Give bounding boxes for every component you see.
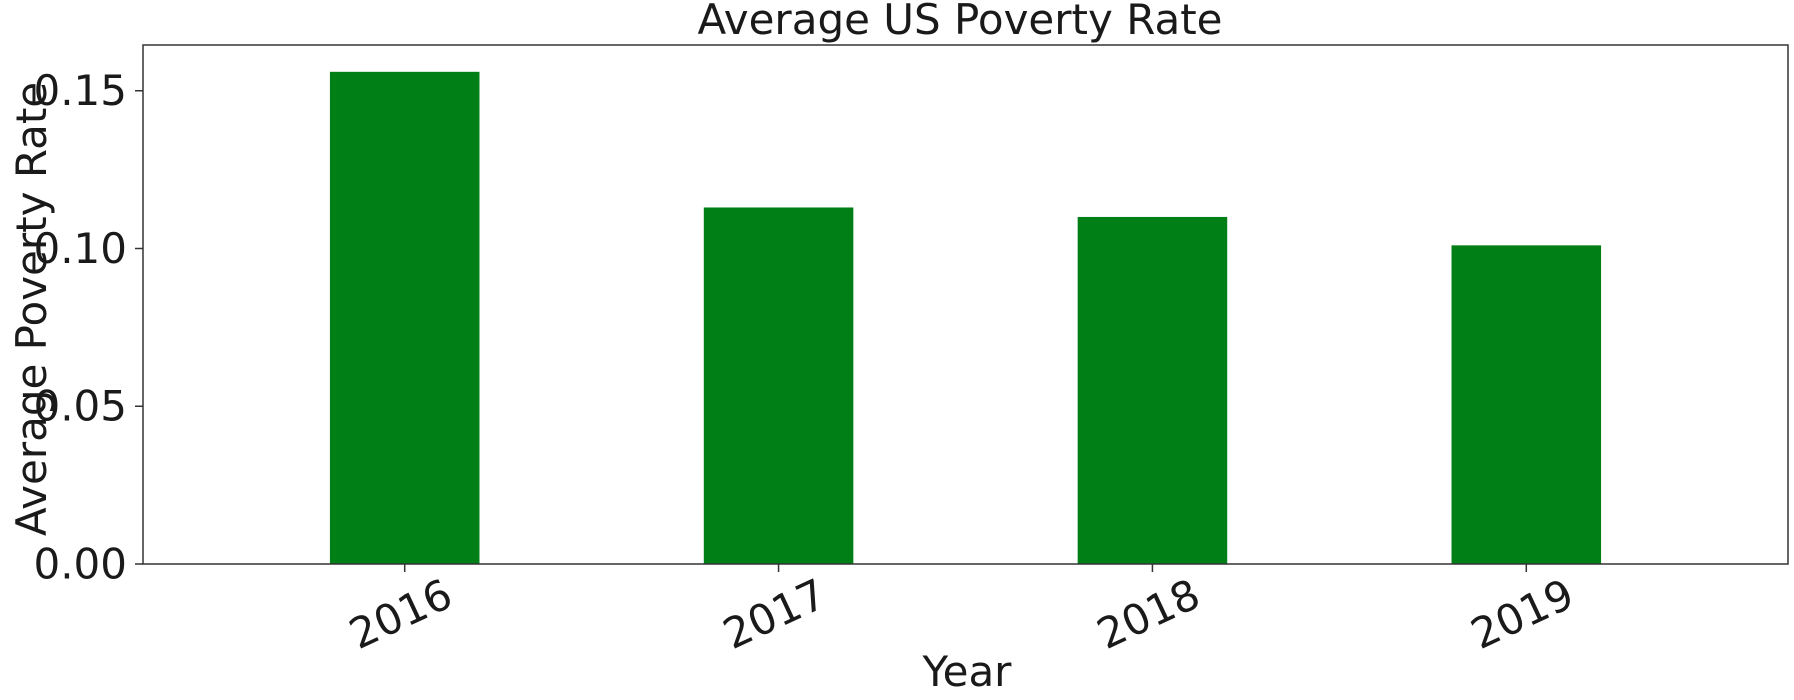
y-tick-label: 0.05 bbox=[33, 382, 127, 431]
bar-2018 bbox=[1077, 216, 1228, 564]
chart-title: Average US Poverty Rate bbox=[697, 0, 1222, 44]
x-tick-label: 2019 bbox=[1464, 569, 1582, 659]
x-axis-label: Year bbox=[922, 647, 1013, 696]
bar-2019 bbox=[1451, 245, 1602, 565]
y-tick-label: 0.00 bbox=[33, 540, 127, 589]
y-axis-ticks: 0.00 0.05 0.10 0.15 bbox=[33, 66, 143, 589]
x-axis-ticks: 2016 2017 2018 2019 bbox=[342, 564, 1581, 659]
y-tick-label: 0.10 bbox=[33, 224, 127, 273]
y-tick-label: 0.15 bbox=[33, 66, 127, 115]
bar-2016 bbox=[329, 71, 480, 564]
bar-2017 bbox=[703, 207, 854, 564]
bars bbox=[329, 71, 1602, 565]
y-axis-label: Average Poverty Rate bbox=[7, 82, 56, 536]
plot-area-frame bbox=[142, 44, 1789, 565]
x-tick-label: 2017 bbox=[716, 569, 834, 659]
x-tick-label: 2018 bbox=[1090, 569, 1208, 659]
x-tick-label: 2016 bbox=[342, 569, 460, 659]
